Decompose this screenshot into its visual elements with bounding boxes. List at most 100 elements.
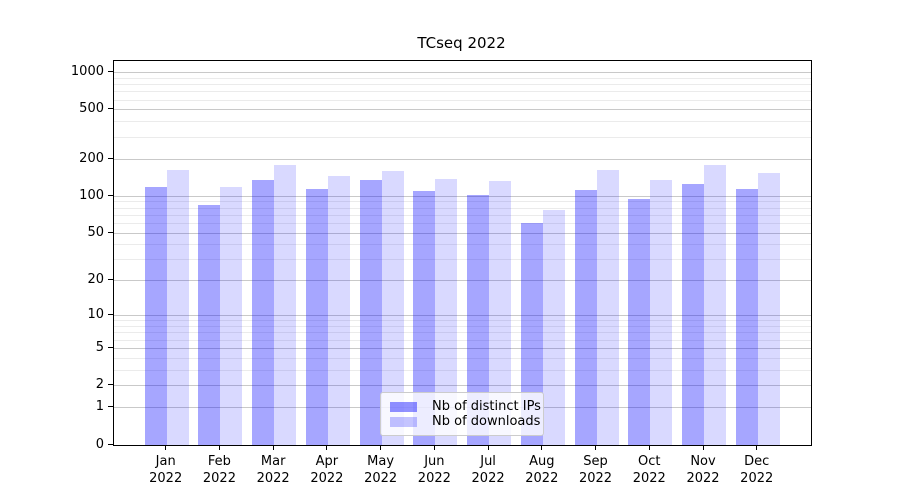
legend-swatch-distinct-ips [390, 401, 417, 412]
bar-downloads-aug [542, 209, 565, 445]
y-tick-mark [108, 157, 113, 159]
y-tick-mark [108, 346, 113, 348]
x-tick-label-may: May 2022 [351, 453, 411, 487]
x-tick-month: Aug [529, 454, 555, 469]
gridline-major [114, 315, 811, 317]
x-tick-month: Dec [744, 454, 770, 469]
y-tick-label: 20 [87, 272, 104, 288]
bar-downloads-may [381, 171, 404, 445]
x-tick-label-jun: Jun 2022 [404, 453, 464, 487]
gridline-minor [114, 222, 811, 224]
x-tick-month: Sep [583, 454, 608, 469]
gridline-minor [114, 214, 811, 216]
x-tick-label-feb: Feb 2022 [189, 453, 249, 487]
x-tick-year: 2022 [471, 471, 505, 486]
y-tick-label: 10 [87, 307, 104, 323]
gridline-minor [114, 320, 811, 322]
chart-title: TCseq 2022 [417, 34, 506, 52]
x-tick-year: 2022 [740, 471, 774, 486]
y-tick-label: 500 [79, 101, 104, 117]
gridline-major [114, 232, 811, 234]
bar-downloads-nov [704, 164, 726, 445]
x-tick-month: Apr [315, 454, 339, 469]
bar-ips-dec [735, 189, 758, 445]
x-tick-mark [272, 445, 274, 450]
y-tick-label: 100 [79, 187, 104, 203]
x-tick-mark [648, 445, 650, 450]
y-tick-mark [108, 314, 113, 316]
bar-downloads-dec [757, 172, 780, 445]
bar-ips-apr [305, 188, 328, 445]
x-tick-year: 2022 [202, 471, 236, 486]
gridline-major [114, 72, 811, 74]
x-tick-label-nov: Nov 2022 [673, 453, 733, 487]
gridline-major [114, 158, 811, 160]
gridline-minor [114, 259, 811, 261]
x-tick-mark [756, 445, 758, 450]
bar-downloads-apr [327, 176, 350, 445]
x-tick-year: 2022 [417, 471, 451, 486]
y-tick-label: 1000 [70, 64, 104, 80]
bar-downloads-feb [220, 186, 243, 445]
bar-downloads-sep [596, 170, 619, 445]
bar-ips-jun [413, 191, 436, 445]
y-tick-mark [108, 108, 113, 110]
gridline-minor [114, 136, 811, 138]
legend: Nb of distinct IPs Nb of downloads [380, 392, 544, 436]
plot-area: Nb of distinct IPs Nb of downloads [113, 60, 812, 446]
legend-swatch-downloads [390, 416, 417, 427]
bar-ips-oct [628, 199, 651, 445]
x-tick-mark [702, 445, 704, 450]
y-tick-mark [108, 231, 113, 233]
y-tick-label: 5 [95, 339, 104, 355]
gridline-minor [114, 369, 811, 371]
x-tick-month: Jan [155, 454, 176, 469]
gridline-minor [114, 84, 811, 86]
bar-ips-jul [467, 194, 490, 445]
x-tick-mark [326, 445, 328, 450]
gridline-minor [114, 332, 811, 334]
bar-downloads-jun [435, 179, 458, 445]
y-tick-mark [108, 279, 113, 281]
legend-item-downloads: Nb of downloads [390, 414, 540, 429]
x-tick-month: Feb [207, 454, 231, 469]
x-tick-month: Mar [260, 454, 286, 469]
gridline-minor [114, 91, 811, 93]
legend-item-distinct-ips: Nb of distinct IPs [390, 399, 541, 414]
gridline-minor [114, 99, 811, 101]
bar-downloads-mar [274, 164, 297, 445]
x-tick-label-oct: Oct 2022 [619, 453, 679, 487]
gridline-minor [114, 326, 811, 328]
legend-label-downloads: Nb of downloads [432, 414, 541, 429]
x-tick-mark [165, 445, 167, 450]
x-tick-month: Jun [424, 454, 445, 469]
y-tick-label: 1 [95, 399, 104, 415]
x-tick-month: May [367, 454, 395, 469]
gridline-major [114, 280, 811, 282]
bar-ips-may [359, 180, 382, 445]
legend-label-distinct-ips: Nb of distinct IPs [432, 399, 541, 414]
x-tick-year: 2022 [364, 471, 398, 486]
y-tick-mark [108, 194, 113, 196]
x-tick-year: 2022 [578, 471, 613, 486]
x-tick-mark [487, 445, 489, 450]
bar-downloads-jan [166, 170, 189, 445]
gridline-minor [114, 121, 811, 123]
x-tick-label-jul: Jul 2022 [458, 453, 518, 487]
x-tick-month: Nov [690, 454, 716, 469]
x-tick-year: 2022 [256, 471, 290, 486]
gridline-minor [114, 77, 811, 79]
y-tick-mark [108, 384, 113, 386]
gridline-minor [114, 207, 811, 209]
x-tick-year: 2022 [686, 471, 720, 486]
y-tick-mark [108, 406, 113, 408]
bar-ips-mar [252, 180, 275, 445]
gridline-major [114, 109, 811, 111]
y-tick-label: 2 [95, 377, 104, 393]
gridline-minor [114, 201, 811, 203]
x-tick-label-dec: Dec 2022 [727, 453, 787, 487]
gridline-minor [114, 244, 811, 246]
gridline-major [114, 195, 811, 197]
gridline-major [114, 347, 811, 349]
